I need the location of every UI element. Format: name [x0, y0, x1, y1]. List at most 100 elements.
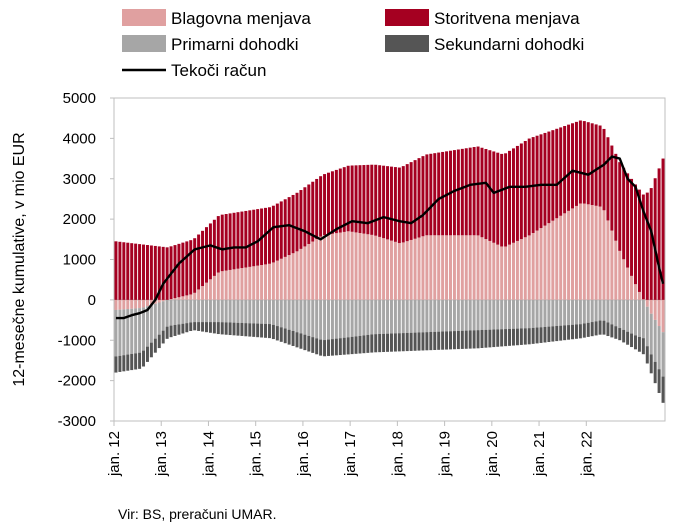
- bar-segment: [527, 235, 531, 300]
- y-tick-label: -2000: [58, 373, 96, 390]
- bar-segment: [323, 299, 327, 341]
- bar-segment: [417, 158, 421, 238]
- bar-segment: [563, 213, 567, 300]
- bar-segment: [327, 234, 330, 300]
- bar-segment: [657, 168, 661, 300]
- bar-segment: [204, 227, 208, 283]
- bar-segment: [437, 152, 441, 236]
- bar-segment: [397, 333, 401, 352]
- bar-segment: [224, 214, 228, 271]
- bar-segment: [661, 299, 665, 333]
- bar-segment: [551, 299, 555, 327]
- bar-segment: [138, 244, 142, 300]
- bar-segment: [464, 235, 468, 300]
- bar-segment: [574, 121, 578, 206]
- bar-segment: [445, 151, 449, 236]
- bar-segment: [330, 299, 334, 340]
- bar-segment: [311, 337, 315, 353]
- bar-segment: [460, 148, 464, 236]
- bar-segment: [468, 330, 472, 349]
- bar-segment: [630, 299, 634, 334]
- bar-segment: [271, 205, 275, 263]
- bar-segment: [228, 322, 232, 336]
- bar-segment: [389, 240, 393, 300]
- bar-segment: [374, 299, 378, 335]
- bar-segment: [157, 299, 161, 303]
- x-tick-label: jan. 20: [484, 431, 501, 477]
- bar-segment: [492, 242, 496, 300]
- bar-segment: [173, 324, 177, 336]
- bar-segment: [114, 309, 118, 357]
- bar-segment: [307, 299, 311, 336]
- bar-segment: [244, 299, 248, 324]
- bar-segment: [350, 231, 354, 300]
- bar-segment: [114, 299, 118, 310]
- bar-segment: [637, 299, 641, 337]
- bar-segment: [578, 324, 582, 339]
- bar-segment: [307, 184, 311, 244]
- bar-segment: [618, 162, 622, 251]
- bar-segment: [362, 233, 366, 300]
- bar-segment: [334, 299, 338, 339]
- bar-segment: [586, 122, 590, 205]
- bar-segment: [283, 199, 287, 257]
- bar-segment: [350, 165, 354, 232]
- bar-segment: [252, 323, 256, 337]
- bar-segment: [449, 331, 452, 350]
- bar-segment: [157, 334, 161, 349]
- bar-segment: [582, 203, 586, 300]
- bar-segment: [500, 153, 504, 247]
- bar-segment: [311, 299, 315, 338]
- bar-segment: [295, 299, 299, 333]
- bar-segment: [299, 299, 303, 334]
- bar-segment: [602, 210, 606, 300]
- bar-segment: [614, 326, 618, 339]
- bar-segment: [118, 299, 122, 310]
- y-tick-label: 0: [88, 292, 96, 309]
- bar-segment: [165, 247, 169, 300]
- bar-segment: [464, 330, 468, 349]
- bar-segment: [267, 207, 271, 264]
- bar-segment: [208, 322, 212, 333]
- bar-segment: [413, 299, 417, 333]
- bar-segment: [169, 325, 173, 338]
- bar-segment: [342, 231, 346, 300]
- bar-segment: [515, 145, 519, 241]
- bar-segment: [327, 299, 330, 340]
- bar-segment: [578, 203, 582, 300]
- bar-segment: [157, 302, 161, 335]
- bar-segment: [630, 178, 634, 276]
- bar-segment: [602, 320, 606, 335]
- bar-segment: [165, 326, 169, 339]
- legend-swatch: [385, 9, 429, 26]
- bar-segment: [126, 309, 130, 355]
- bar-segment: [523, 237, 527, 300]
- bar-segment: [232, 322, 236, 336]
- bar-segment: [496, 329, 500, 347]
- bar-segment: [236, 212, 240, 269]
- bar-segment: [421, 332, 425, 351]
- bar-segment: [429, 331, 433, 351]
- bar-segment: [264, 323, 268, 338]
- y-tick-label: -1000: [58, 332, 96, 349]
- bar-segment: [138, 352, 142, 369]
- bar-segment: [303, 246, 307, 300]
- bar-segment: [307, 335, 311, 352]
- bar-segment: [118, 355, 122, 372]
- bar-segment: [535, 327, 539, 344]
- bar-segment: [189, 294, 193, 300]
- bar-segment: [547, 223, 551, 300]
- bar-segment: [637, 336, 641, 352]
- bar-segment: [492, 299, 496, 330]
- bar-segment: [346, 165, 350, 232]
- bar-segment: [630, 333, 634, 348]
- bar-segment: [535, 299, 539, 328]
- bar-segment: [633, 299, 637, 336]
- bar-segment: [315, 239, 319, 300]
- bar-segment: [330, 339, 334, 356]
- bar-segment: [177, 324, 181, 335]
- bar-segment: [417, 332, 421, 351]
- bar-segment: [319, 176, 323, 237]
- bar-segment: [409, 162, 413, 240]
- bar-segment: [661, 376, 665, 403]
